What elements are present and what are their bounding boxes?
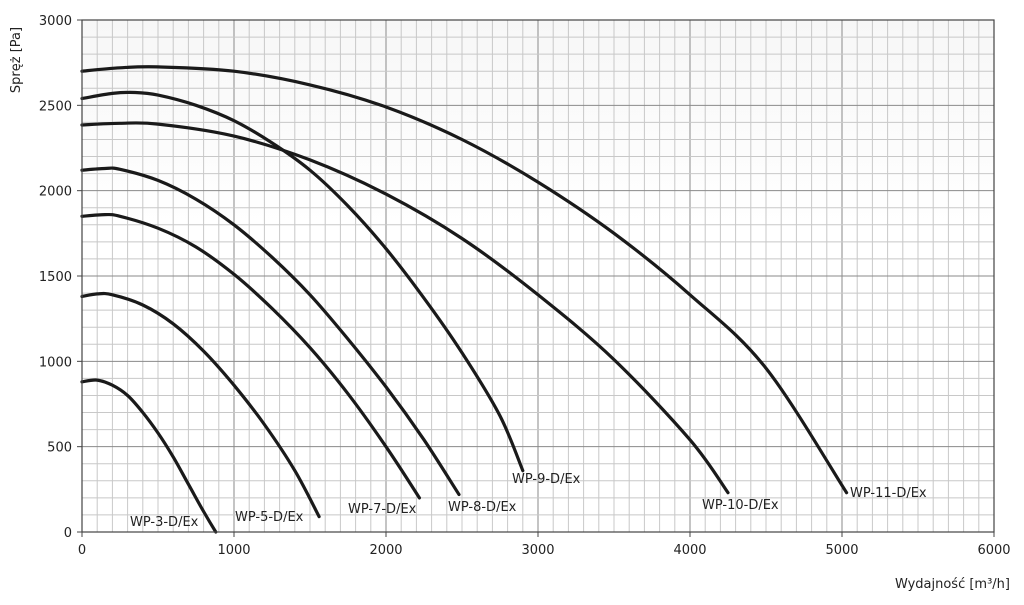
series-label: WP-5-D/Ex: [235, 510, 304, 525]
curve-labels: WP-3-D/Ex WP-5-D/Ex WP-7-D/Ex WP-8-D/Ex WP-9…: [130, 472, 927, 530]
x-axis-ticks: 0 1000 2000 3000 4000 5000 6000: [78, 532, 1011, 558]
y-tick-label: 500: [47, 441, 72, 456]
x-tick-label: 3000: [521, 543, 554, 558]
series-line: [80, 166, 461, 497]
series-line: [80, 90, 525, 473]
series-line: [80, 378, 218, 534]
y-axis-ticks: 0 500 1000 1500 2000 2500 3000: [39, 14, 82, 541]
series-label: WP-11-D/Ex: [850, 486, 927, 501]
series-label: WP-7-D/Ex: [348, 502, 417, 517]
curves: [80, 65, 849, 534]
series-label: WP-3-D/Ex: [130, 515, 199, 530]
y-axis-title: Spręż [Pa]: [9, 27, 24, 93]
x-tick-label: 6000: [977, 543, 1010, 558]
x-axis-title: Wydajność [m³/h]: [895, 577, 1010, 592]
y-tick-label: 2500: [39, 99, 72, 114]
series-line: [80, 212, 421, 500]
series-line: [80, 121, 730, 495]
series-label: WP-10-D/Ex: [702, 498, 779, 513]
series-label: WP-8-D/Ex: [448, 500, 517, 515]
series-line: [80, 65, 849, 495]
y-tick-label: 1500: [39, 270, 72, 285]
x-tick-label: 1000: [217, 543, 250, 558]
series-label: WP-9-D/Ex: [512, 472, 581, 487]
x-tick-label: 5000: [825, 543, 858, 558]
series-line: [80, 291, 321, 519]
y-tick-label: 1000: [39, 355, 72, 370]
y-tick-label: 0: [64, 526, 72, 541]
x-tick-label: 4000: [673, 543, 706, 558]
grid: [82, 20, 994, 532]
x-tick-label: 0: [78, 543, 86, 558]
y-tick-label: 3000: [39, 14, 72, 29]
y-tick-label: 2000: [39, 185, 72, 200]
x-tick-label: 2000: [369, 543, 402, 558]
